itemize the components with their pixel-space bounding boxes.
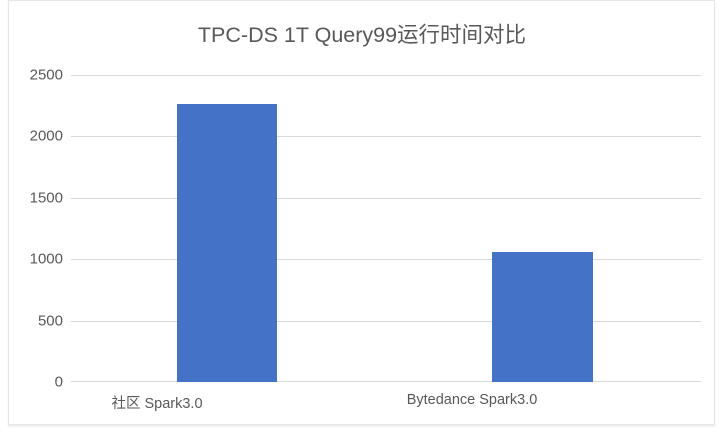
chart-card-border (8, 0, 715, 425)
gridline-1000 (71, 259, 701, 261)
axis-baseline-0 (71, 381, 701, 382)
chart-title: TPC-DS 1T Query99运行时间对比 (197, 23, 527, 47)
bar-series-0-category-1[interactable] (492, 251, 593, 382)
y-tick-label-2500: 2500 (29, 66, 63, 84)
x-tick-label-0: 社区 Spark3.0 (111, 396, 203, 412)
gridline-1500 (71, 197, 701, 199)
y-tick-label-1000: 1000 (29, 250, 63, 268)
x-tick-label-1: Bytedance Spark3.0 (406, 392, 538, 408)
bar-series-0-category-0[interactable] (177, 104, 277, 382)
y-axis: 2500 2000 1500 1000 500 0 (0, 67, 63, 391)
plot-area (71, 75, 701, 382)
y-tick-label-1500: 1500 (29, 189, 63, 207)
y-tick-label-0: 0 (54, 373, 63, 391)
gridline-2000 (71, 136, 701, 138)
gridline-2500 (71, 75, 701, 76)
gridline-500 (71, 320, 701, 322)
y-tick-label-500: 500 (37, 312, 63, 330)
y-tick-label-2000: 2000 (29, 127, 63, 145)
